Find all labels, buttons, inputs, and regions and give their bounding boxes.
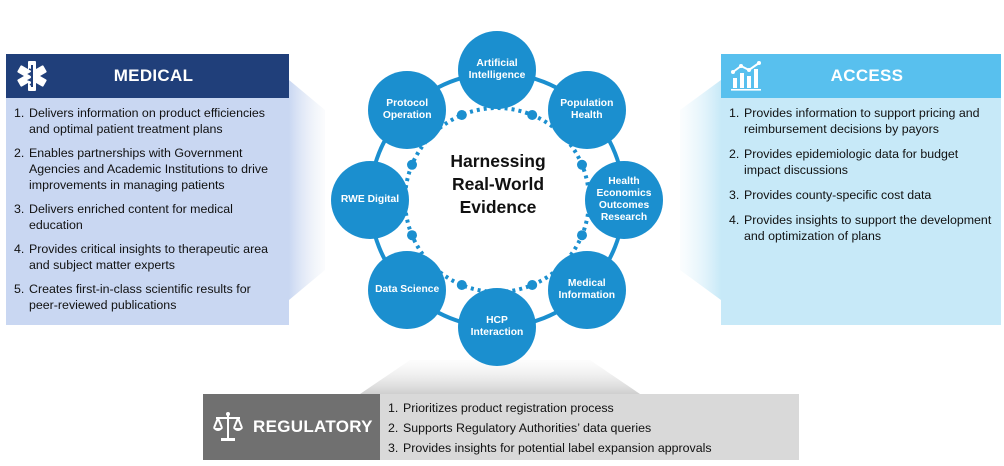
regulatory-list: 1. Prioritizes product registration proce… (380, 394, 712, 460)
ring-dot (576, 159, 587, 170)
scales-icon (203, 410, 253, 444)
medical-item-2: 2. Enables partnerships with Government A… (14, 145, 281, 193)
ring-dot (576, 230, 587, 241)
medical-item-4: 4. Provides critical insights to therapeu… (14, 241, 281, 273)
regulatory-item-3: 3. Provides insights for potential label … (388, 439, 712, 457)
access-item-text: Provides epidemiologic data for budget i… (744, 147, 959, 177)
node-label: RWE Digital (340, 194, 400, 205)
access-arrow (680, 80, 721, 300)
node-label: Medical Information (558, 277, 616, 301)
regulatory-item-text: Prioritizes product registration process (403, 401, 614, 415)
ring-dot (527, 110, 538, 121)
node-population-health: Population Health (547, 71, 626, 150)
node-label: Protocol Operation (382, 98, 432, 122)
medical-item-number: 2. (14, 146, 25, 160)
regulatory-arrow (360, 360, 640, 394)
medical-item-number: 4. (14, 242, 25, 256)
access-header: ACCESS (721, 54, 1001, 98)
regulatory-item-number: 2. (388, 421, 399, 435)
medical-header: MEDICAL (6, 54, 289, 98)
regulatory-item-text: Supports Regulatory Authorities’ data qu… (403, 421, 652, 435)
medical-item-text: Delivers enriched content for medical ed… (29, 202, 233, 232)
access-item-text: Provides county-specific cost data (744, 188, 932, 202)
medical-item-number: 5. (14, 282, 25, 296)
access-list: 1. Provides information to support pricin… (721, 98, 1001, 244)
medical-item-text: Provides critical insights to therapeuti… (29, 242, 268, 272)
medical-item-number: 3. (14, 202, 25, 216)
medical-item-3: 3. Delivers enriched content for medical … (14, 201, 281, 233)
center-title: Harnessing Real-World Evidence (450, 151, 546, 217)
regulatory-item-number: 3. (388, 441, 399, 455)
node-label: Data Science (375, 283, 440, 295)
medical-item-number: 1. (14, 106, 25, 120)
access-item-3: 3. Provides county-specific cost data (729, 187, 993, 203)
regulatory-item-2: 2. Supports Regulatory Authorities’ data … (388, 419, 712, 437)
regulatory-item-1: 1. Prioritizes product registration proce… (388, 399, 712, 417)
medical-list: 1. Delivers information on product effici… (6, 98, 289, 313)
ring-dot (456, 110, 467, 121)
access-item-number: 2. (729, 147, 740, 161)
access-item-2: 2. Provides epidemiologic data for budget… (729, 146, 993, 178)
node-health-economics: Health Economics Outcomes Research (585, 161, 663, 239)
node-label: Health Economics Outcomes Research (596, 176, 652, 223)
node-label: HCP Interaction (470, 315, 524, 338)
medical-item-5: 5. Creates first-in-class scientific resu… (14, 281, 281, 313)
node-label: Artificial Intelligence (468, 58, 526, 81)
access-panel: ACCESS 1. Provides information to support… (721, 54, 1001, 325)
medical-panel: MEDICAL 1. Delivers information on produc… (6, 54, 289, 325)
medical-arrow (289, 80, 325, 300)
access-item-text: Provides insights to support the develop… (744, 213, 992, 243)
regulatory-header: REGULATORY (203, 394, 380, 460)
medical-item-1: 1. Delivers information on product effici… (14, 105, 281, 137)
ring-dot (407, 230, 418, 241)
node-label: Population Health (560, 98, 614, 122)
chart-icon (721, 54, 773, 98)
medical-item-text: Enables partnerships with Government Age… (29, 146, 268, 192)
medical-title: MEDICAL (113, 66, 194, 85)
node-protocol-operation: Protocol Operation (368, 71, 447, 150)
access-title: ACCESS (830, 66, 904, 85)
node-artificial-intelligence: Artificial Intelligence (458, 31, 536, 109)
regulatory-title: REGULATORY (253, 417, 373, 436)
access-item-number: 4. (729, 213, 740, 227)
regulatory-item-number: 1. (388, 401, 399, 415)
medical-item-text: Creates first-in-class scientific result… (29, 282, 251, 312)
access-item-number: 3. (729, 188, 740, 202)
access-item-text: Provides information to support pricing … (744, 106, 980, 136)
star-of-life-icon (6, 54, 58, 98)
node-data-science: Data Science (368, 250, 447, 329)
node-hcp-interaction: HCP Interaction (458, 288, 536, 366)
node-medical-information: Medical Information (547, 250, 626, 329)
access-item-number: 1. (729, 106, 740, 120)
node-rwe-digital: RWE Digital (331, 161, 409, 239)
access-item-4: 4. Provides insights to support the devel… (729, 212, 993, 244)
ring-dot (456, 279, 467, 290)
regulatory-item-text: Provides insights for potential label ex… (403, 441, 712, 455)
ring-dot (407, 159, 418, 170)
medical-item-text: Delivers information on product efficien… (29, 106, 265, 136)
ring-dot (527, 279, 538, 290)
regulatory-panel: REGULATORY 1. Prioritizes product registr… (203, 394, 799, 460)
access-item-1: 1. Provides information to support pricin… (729, 105, 993, 137)
